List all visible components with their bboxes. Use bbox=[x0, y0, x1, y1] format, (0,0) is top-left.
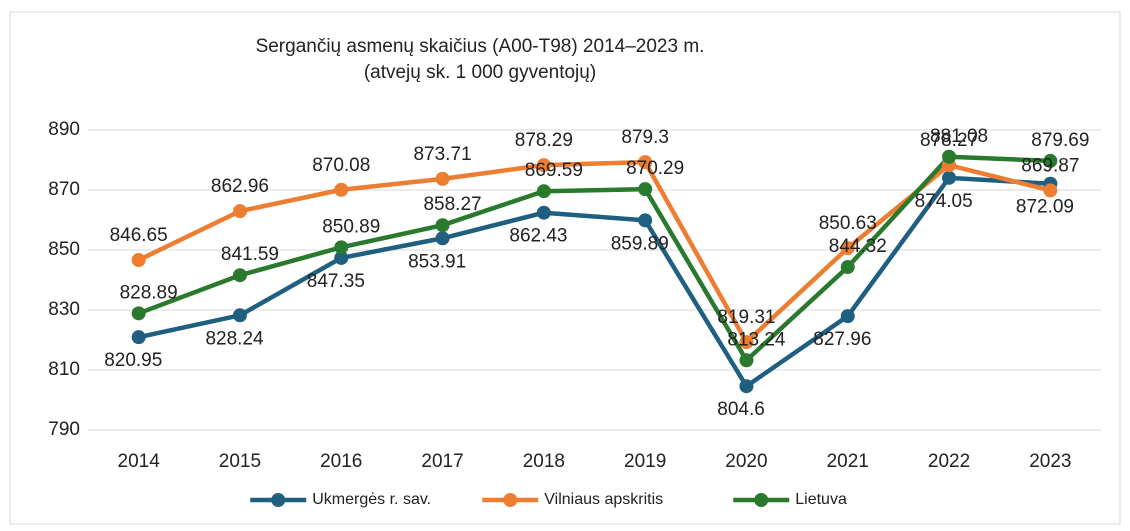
point bbox=[536, 158, 551, 173]
y-tick-label: 830 bbox=[48, 299, 80, 320]
point bbox=[232, 204, 247, 219]
point bbox=[334, 182, 349, 197]
y-tick-label: 850 bbox=[48, 239, 80, 260]
data-label: 872.09 bbox=[1016, 197, 1074, 218]
data-label: 879.3 bbox=[621, 127, 669, 148]
x-tick-label: 2017 bbox=[421, 451, 463, 472]
data-label: 869.59 bbox=[525, 160, 583, 181]
legend-label: Ukmergės r. sav. bbox=[312, 491, 431, 508]
point bbox=[739, 335, 754, 350]
x-tick-label: 2015 bbox=[219, 451, 261, 472]
point bbox=[131, 306, 146, 321]
point bbox=[840, 260, 855, 275]
x-tick-label: 2022 bbox=[928, 451, 970, 472]
data-label: 850.63 bbox=[819, 213, 877, 234]
data-label: 881.08 bbox=[930, 126, 988, 147]
point bbox=[942, 170, 957, 185]
legend-marker bbox=[503, 493, 518, 507]
point bbox=[1043, 153, 1058, 168]
legend-label: Vilniaus apskritis bbox=[544, 491, 663, 508]
point bbox=[435, 218, 450, 233]
x-tick-label: 2016 bbox=[320, 451, 362, 472]
point bbox=[1043, 183, 1058, 198]
legend-marker bbox=[271, 493, 286, 507]
point bbox=[638, 213, 653, 228]
data-label: 804.6 bbox=[717, 399, 765, 420]
series-line bbox=[137, 154, 1051, 363]
series-line bbox=[137, 159, 1051, 345]
data-label: 827.96 bbox=[813, 329, 871, 350]
data-label: 844.32 bbox=[829, 236, 887, 257]
y-tick-label: 790 bbox=[48, 419, 80, 440]
point bbox=[232, 308, 247, 323]
data-label: 841.59 bbox=[221, 244, 279, 265]
point bbox=[840, 309, 855, 324]
data-label: 870.29 bbox=[626, 158, 684, 179]
data-label: 870.08 bbox=[312, 155, 370, 176]
data-label: 819.31 bbox=[717, 307, 775, 328]
x-tick-label: 2019 bbox=[624, 451, 666, 472]
data-label: 878.27 bbox=[920, 130, 978, 151]
point bbox=[536, 184, 551, 199]
y-tick-label: 890 bbox=[48, 119, 80, 140]
data-label: 874.05 bbox=[915, 191, 973, 212]
point bbox=[942, 149, 957, 164]
x-tick-label: 2014 bbox=[118, 451, 161, 472]
point bbox=[638, 155, 653, 170]
frame bbox=[9, 11, 1121, 525]
data-label: 862.96 bbox=[211, 176, 269, 197]
point bbox=[334, 240, 349, 255]
x-tick-label: 2021 bbox=[827, 451, 869, 472]
point bbox=[739, 379, 754, 394]
legend-marker bbox=[754, 493, 769, 507]
data-label: 853.91 bbox=[408, 251, 466, 272]
point bbox=[638, 182, 653, 197]
point bbox=[334, 250, 349, 265]
data-label: 828.89 bbox=[120, 282, 178, 303]
series-line bbox=[138, 175, 1051, 389]
point bbox=[435, 231, 450, 246]
data-label: 847.35 bbox=[307, 271, 365, 292]
point bbox=[840, 241, 855, 256]
data-label: 858.27 bbox=[423, 194, 481, 215]
point bbox=[131, 253, 146, 268]
chart-title: Sergančių asmenų skaičius (A00-T98) 2014… bbox=[256, 36, 705, 57]
point bbox=[435, 171, 450, 186]
point bbox=[232, 268, 247, 283]
data-label: 850.89 bbox=[322, 216, 380, 237]
y-tick-label: 870 bbox=[48, 179, 80, 200]
data-label: 862.43 bbox=[509, 226, 567, 247]
point bbox=[131, 330, 146, 345]
legend-label: Lietuva bbox=[795, 491, 847, 508]
data-label: 869.87 bbox=[1021, 155, 1079, 176]
data-label: 879.69 bbox=[1031, 130, 1089, 151]
y-tick-label: 810 bbox=[48, 359, 80, 380]
data-label: 820.95 bbox=[104, 350, 162, 371]
data-label: 873.71 bbox=[413, 144, 471, 165]
data-label: 859.89 bbox=[611, 233, 669, 254]
data-label: 813.24 bbox=[727, 329, 786, 350]
chart-subtitle: (atvejų sk. 1 000 gyventojų) bbox=[364, 62, 596, 83]
data-label: 846.65 bbox=[110, 225, 168, 246]
point bbox=[536, 205, 551, 220]
data-label: 878.29 bbox=[515, 130, 573, 151]
x-tick-label: 2020 bbox=[725, 451, 767, 472]
x-tick-label: 2023 bbox=[1029, 451, 1071, 472]
point bbox=[739, 353, 754, 368]
x-tick-label: 2018 bbox=[523, 451, 565, 472]
data-label: 828.24 bbox=[205, 328, 264, 349]
